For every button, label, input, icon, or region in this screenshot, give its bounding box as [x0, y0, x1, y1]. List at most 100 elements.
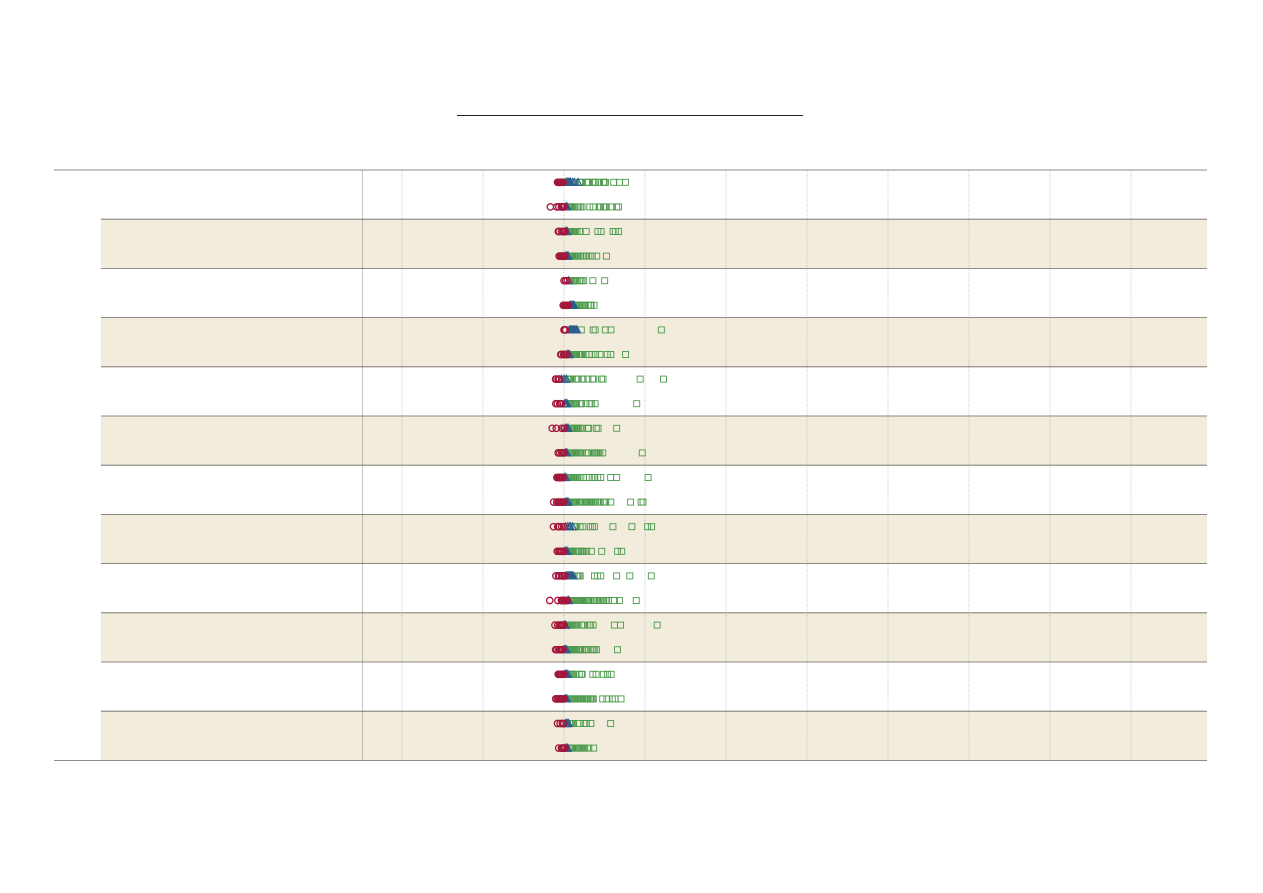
data-point-square: [598, 375, 606, 383]
data-point-square: [572, 621, 580, 629]
data-point-square: [579, 523, 587, 531]
data-point-square: [585, 178, 593, 186]
data-point-square: [589, 695, 597, 703]
data-point-circle: [560, 695, 568, 703]
data-point-square: [602, 252, 610, 260]
data-point-square: [597, 474, 605, 481]
data-point-square: [622, 178, 630, 186]
group-band: [101, 219, 1207, 269]
data-point-circle: [559, 645, 567, 654]
data-point-square: [615, 597, 623, 604]
data-point-circle: [548, 424, 557, 433]
data-point-square: [644, 523, 652, 531]
data-point-square: [591, 523, 598, 531]
data-point-square: [589, 621, 597, 629]
data-point-square: [592, 670, 600, 678]
data-point-circle: [562, 350, 571, 359]
data-point-circle: [546, 203, 555, 211]
data-point-square: [589, 203, 597, 211]
data-point-square: [577, 449, 584, 457]
data-point-circle: [563, 596, 572, 605]
data-point-square: [574, 375, 582, 383]
data-point-square: [622, 351, 630, 358]
data-point-circle: [556, 719, 564, 728]
data-point-square: [633, 400, 641, 408]
data-point-square: [598, 547, 606, 555]
data-point-square: [586, 597, 594, 604]
data-point-square: [593, 646, 601, 654]
data-point-circle: [554, 203, 563, 211]
group-band: [101, 514, 1207, 564]
data-point-square: [603, 670, 611, 678]
data-point-square: [603, 695, 611, 703]
data-point-circle: [560, 670, 568, 679]
data-point-square: [637, 498, 645, 506]
data-point-square: [591, 326, 599, 334]
data-point-square: [585, 744, 593, 752]
data-point-square: [657, 326, 665, 334]
data-point-triangle: [563, 423, 573, 432]
data-point-square: [591, 400, 599, 408]
data-point-square: [614, 203, 622, 211]
data-point-circle: [557, 399, 566, 408]
data-point-square: [585, 449, 592, 457]
data-point-circle: [561, 572, 569, 580]
data-point-square: [570, 670, 578, 678]
data-point-square: [660, 375, 667, 383]
data-point-square: [626, 572, 634, 580]
data-point-circle: [560, 252, 569, 260]
data-point-circle: [560, 547, 568, 556]
data-point-square: [578, 670, 586, 678]
data-point-square: [590, 474, 598, 481]
data-point-square: [632, 597, 640, 604]
data-point-square: [614, 547, 622, 555]
data-point-square: [575, 720, 583, 727]
group-band: [101, 612, 1207, 662]
data-point-square: [596, 351, 604, 358]
data-point-circle: [555, 375, 564, 383]
data-point-square: [588, 351, 596, 358]
data-point-square: [579, 375, 587, 383]
data-point-square: [638, 449, 646, 457]
data-point-circle: [561, 326, 570, 334]
data-point-circle: [557, 522, 566, 531]
data-point-circle: [560, 424, 569, 433]
data-point-square: [602, 178, 609, 186]
group-band: [101, 416, 1207, 466]
group-band: [101, 711, 1207, 761]
data-point-square: [576, 228, 584, 235]
data-point-triangle: [568, 570, 578, 580]
data-point-circle: [561, 744, 569, 752]
data-point-square: [603, 351, 611, 358]
data-point-circle: [564, 301, 573, 310]
data-point-square: [601, 277, 609, 285]
data-point-square: [613, 424, 621, 432]
data-point-square: [611, 597, 618, 604]
data-point-square: [607, 351, 615, 358]
data-point-circle: [559, 473, 567, 482]
data-point-square: [615, 228, 623, 235]
data-point-square: [595, 178, 603, 186]
data-point-circle: [552, 424, 561, 433]
group-band: [101, 317, 1207, 367]
data-point-circle: [559, 719, 568, 728]
data-point-square: [583, 547, 591, 555]
data-point-circle: [560, 621, 568, 629]
data-point-triangle: [569, 300, 579, 309]
data-point-square: [602, 203, 610, 211]
data-point-square: [599, 375, 607, 383]
data-point-square: [582, 228, 590, 235]
data-point-square: [588, 252, 596, 260]
data-point-square: [580, 621, 588, 629]
data-point-square: [639, 498, 647, 506]
data-point-circle: [560, 449, 568, 457]
data-point-square: [580, 277, 588, 285]
data-point-square: [578, 203, 586, 211]
data-point-square: [647, 572, 655, 580]
data-point-square: [613, 572, 621, 580]
data-point-circle: [560, 498, 568, 506]
data-point-square: [593, 252, 601, 260]
data-point-square: [587, 547, 595, 555]
data-point-circle: [563, 276, 572, 285]
